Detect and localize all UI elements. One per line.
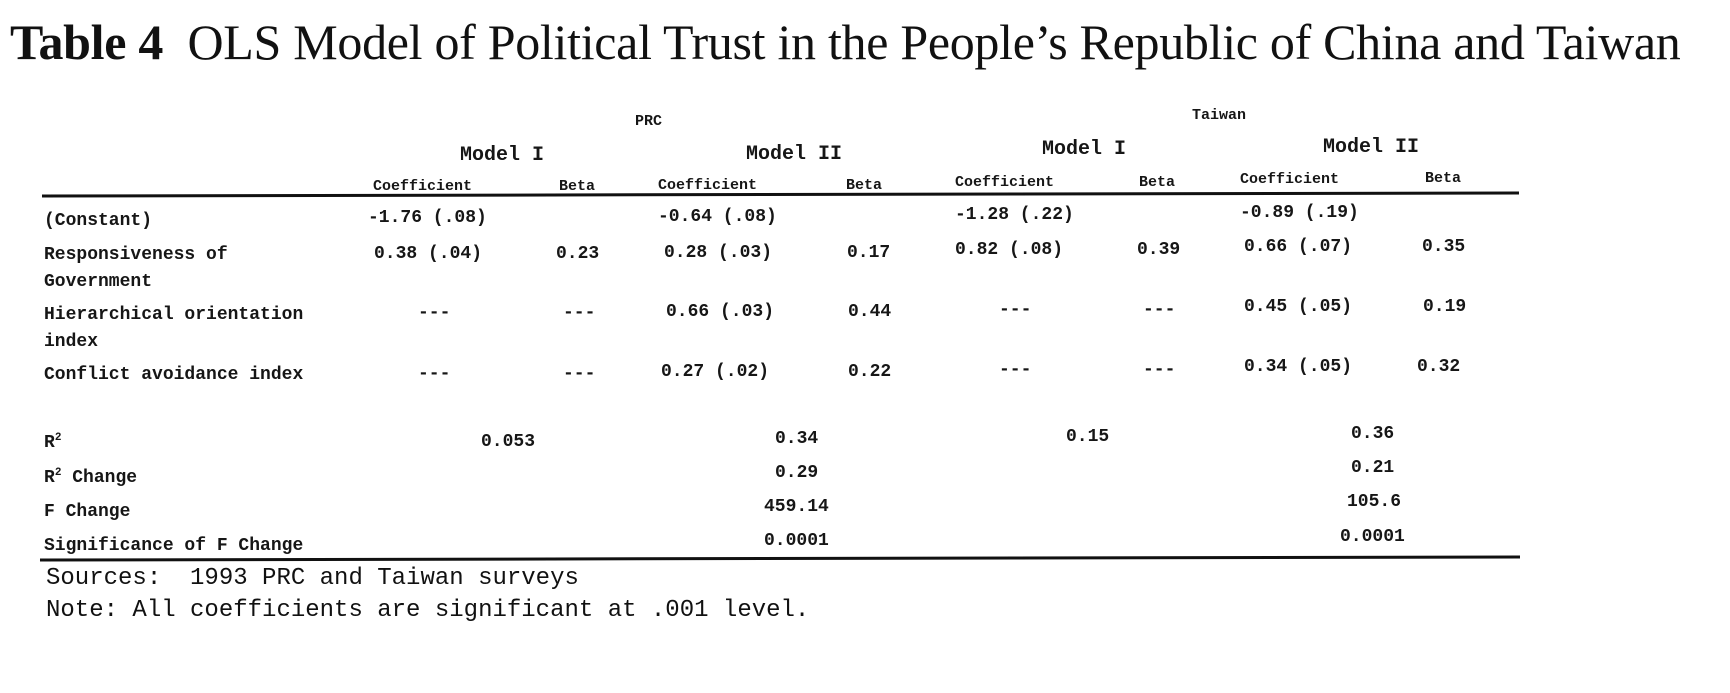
table-title: Table 4 OLS Model of Political Trust in … xyxy=(10,10,1681,74)
footnote-note: Note: All coefficients are significant a… xyxy=(46,597,810,624)
row-label-responsiveness: Responsiveness of Government xyxy=(44,245,228,292)
col-coefficient-4: Coefficient xyxy=(1240,171,1340,188)
col-coefficient-1: Coefficient xyxy=(373,178,473,195)
cell: 0.22 xyxy=(848,362,892,382)
cell: 0.0001 xyxy=(1340,527,1405,547)
cell: 0.45 (.05) xyxy=(1244,297,1353,317)
cell: --- xyxy=(1143,360,1176,380)
header-rule xyxy=(41,191,1520,198)
stat-label-f-change: F Change xyxy=(44,502,131,522)
cell: 459.14 xyxy=(764,497,829,517)
col-beta-1: Beta xyxy=(559,178,596,195)
cell: 0.66 (.03) xyxy=(666,302,775,322)
stat-label-r2-change: R2 Change xyxy=(44,467,138,489)
cell: -1.28 (.22) xyxy=(955,205,1074,225)
stat-label-significance-f-change: Significance of F Change xyxy=(44,536,304,556)
stat-label-r2: R2 xyxy=(44,432,62,454)
cell: 0.23 xyxy=(556,244,600,264)
row-label-hierarchical: Hierarchical orientation index xyxy=(44,305,304,352)
cell: --- xyxy=(418,303,451,323)
taiwan-model-1-header: Model I xyxy=(1042,138,1127,161)
cell: --- xyxy=(1143,300,1176,320)
cell: 105.6 xyxy=(1347,492,1402,512)
row-label-constant: (Constant) xyxy=(44,211,153,231)
table-caption: OLS Model of Political Trust in the Peop… xyxy=(187,14,1681,70)
cell: 0.19 xyxy=(1423,297,1467,317)
cell: --- xyxy=(563,364,596,384)
cell: 0.66 (.07) xyxy=(1244,237,1353,257)
col-coefficient-3: Coefficient xyxy=(955,174,1055,191)
col-coefficient-2: Coefficient xyxy=(658,177,758,194)
cell: 0.27 (.02) xyxy=(661,362,770,382)
cell: 0.21 xyxy=(1351,458,1395,478)
cell: 0.0001 xyxy=(764,531,829,551)
row-label-conflict-avoidance: Conflict avoidance index xyxy=(44,365,304,385)
table-number: Table 4 xyxy=(10,14,164,70)
col-beta-2: Beta xyxy=(846,177,883,194)
cell: 0.053 xyxy=(481,432,536,452)
cell: 0.34 xyxy=(775,429,819,449)
cell: 0.34 (.05) xyxy=(1244,357,1353,377)
cell: 0.82 (.08) xyxy=(955,240,1064,260)
cell: 0.39 xyxy=(1137,240,1181,260)
cell: 0.17 xyxy=(847,243,891,263)
group-taiwan: Taiwan xyxy=(1192,107,1247,124)
taiwan-model-2-header: Model II xyxy=(1323,136,1420,159)
cell: 0.28 (.03) xyxy=(664,243,773,263)
cell: 0.15 xyxy=(1066,427,1110,447)
group-prc: PRC xyxy=(635,113,663,130)
cell: 0.35 xyxy=(1422,237,1466,257)
col-beta-4: Beta xyxy=(1425,170,1462,187)
cell: --- xyxy=(563,303,596,323)
cell: -0.64 (.08) xyxy=(658,207,777,227)
prc-model-2-header: Model II xyxy=(746,143,843,166)
cell: --- xyxy=(999,300,1032,320)
cell: 0.38 (.04) xyxy=(374,244,483,264)
cell: 0.36 xyxy=(1351,424,1395,444)
footnote-sources: Sources: 1993 PRC and Taiwan surveys xyxy=(46,565,579,592)
col-beta-3: Beta xyxy=(1139,174,1176,191)
cell: --- xyxy=(418,364,451,384)
cell: -1.76 (.08) xyxy=(368,208,487,228)
prc-model-1-header: Model I xyxy=(460,144,545,167)
cell: 0.32 xyxy=(1417,357,1461,377)
cell: 0.44 xyxy=(848,302,892,322)
cell: 0.29 xyxy=(775,463,819,483)
cell: --- xyxy=(999,360,1032,380)
cell: -0.89 (.19) xyxy=(1240,203,1359,223)
